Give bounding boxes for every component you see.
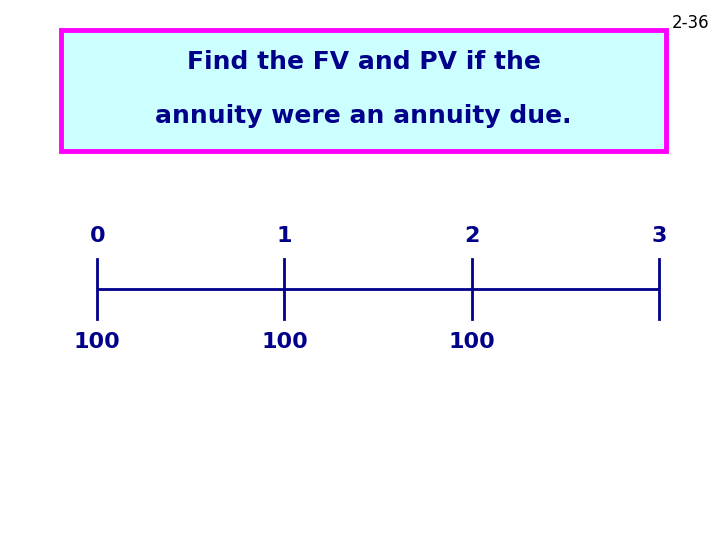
Text: 0: 0 (89, 226, 105, 246)
Text: 100: 100 (261, 332, 307, 352)
Text: 3: 3 (651, 226, 667, 246)
Text: 2: 2 (464, 226, 480, 246)
Text: annuity were an annuity due.: annuity were an annuity due. (156, 104, 572, 129)
Text: 100: 100 (74, 332, 120, 352)
Text: 2-36: 2-36 (672, 14, 709, 31)
Text: 1: 1 (276, 226, 292, 246)
FancyBboxPatch shape (61, 30, 666, 151)
Text: Find the FV and PV if the: Find the FV and PV if the (186, 50, 541, 75)
Text: 100: 100 (449, 332, 495, 352)
